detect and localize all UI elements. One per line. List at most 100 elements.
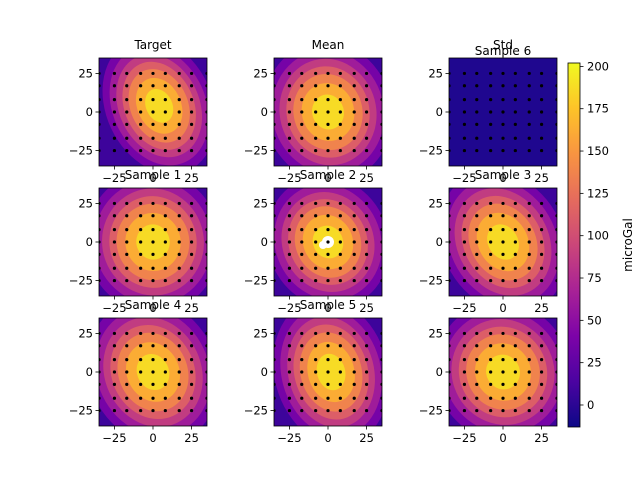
observation-point — [352, 98, 356, 102]
observation-point — [352, 396, 356, 400]
observation-point — [189, 358, 194, 362]
observation-point — [326, 122, 330, 126]
observation-point — [489, 122, 493, 126]
observation-point — [326, 98, 330, 102]
observation-point — [352, 370, 356, 374]
observation-point — [326, 266, 330, 270]
y-tick-label: −25 — [69, 404, 93, 418]
observation-point — [163, 98, 167, 102]
observation-point — [475, 278, 479, 283]
observation-point — [139, 396, 143, 400]
y-tick-label: −25 — [244, 404, 268, 418]
observation-point — [462, 110, 467, 114]
observation-point — [314, 98, 318, 102]
observation-point — [314, 228, 318, 232]
observation-point — [352, 214, 356, 218]
x-tick-label: 0 — [324, 431, 331, 445]
observation-point — [189, 148, 194, 153]
observation-point — [177, 148, 181, 153]
observation-point — [163, 84, 167, 88]
contour-field — [274, 188, 382, 296]
observation-point — [338, 71, 342, 76]
observation-point — [189, 98, 194, 102]
observation-point — [462, 331, 467, 336]
contour-level-175 — [145, 88, 174, 123]
observation-point — [112, 278, 117, 283]
observation-point — [338, 228, 342, 232]
observation-point — [513, 396, 517, 400]
observation-point — [151, 396, 155, 400]
contour-field — [99, 318, 207, 426]
observation-point — [189, 214, 194, 218]
observation-point — [338, 84, 342, 88]
colorbar-tick-label: 100 — [587, 229, 609, 243]
observation-point — [527, 136, 531, 140]
observation-point — [151, 214, 155, 218]
observation-point — [489, 201, 493, 206]
observation-point — [527, 382, 531, 386]
y-tick-label: 0 — [436, 235, 443, 249]
observation-point — [326, 240, 330, 244]
observation-point — [352, 84, 356, 88]
observation-point — [300, 98, 304, 102]
observation-point — [489, 214, 493, 218]
observation-point — [501, 266, 505, 270]
observation-point — [352, 136, 356, 140]
observation-point — [112, 331, 117, 336]
x-tick-label: −25 — [452, 301, 476, 315]
observation-point — [112, 266, 117, 270]
observation-point — [314, 136, 318, 140]
observation-point — [338, 214, 342, 218]
observation-point — [177, 252, 181, 256]
panel-1: 25 0 −25 −25 0 25 — [69, 57, 208, 185]
observation-point — [513, 278, 517, 283]
observation-point — [527, 110, 531, 114]
panel-title: Sample 5 — [300, 298, 356, 312]
observation-point — [163, 278, 167, 283]
observation-point — [513, 344, 517, 348]
observation-point — [112, 344, 117, 348]
panel-8: 25 0 −25 −25 0 25 — [244, 317, 383, 445]
observation-point — [125, 84, 129, 88]
observation-point — [539, 382, 544, 386]
observation-point — [539, 71, 544, 76]
observation-point — [177, 278, 181, 283]
observation-point — [326, 136, 330, 140]
colorbar-gradient — [567, 62, 581, 428]
observation-point — [300, 228, 304, 232]
observation-point — [139, 278, 143, 283]
observation-point — [501, 84, 505, 88]
observation-point — [326, 214, 330, 218]
observation-point — [513, 358, 517, 362]
observation-point — [475, 136, 479, 140]
observation-point — [364, 266, 369, 270]
observation-point — [151, 358, 155, 362]
observation-point — [314, 344, 318, 348]
observation-point — [352, 382, 356, 386]
observation-point — [539, 266, 544, 270]
observation-point — [539, 358, 544, 362]
observation-point — [125, 278, 129, 283]
observation-point — [462, 396, 467, 400]
observation-point — [462, 382, 467, 386]
x-tick-label: 25 — [184, 431, 199, 445]
observation-point — [462, 370, 467, 374]
observation-point — [475, 396, 479, 400]
observation-point — [314, 266, 318, 270]
observation-point — [501, 201, 505, 206]
contour-gap — [319, 241, 327, 249]
observation-point — [539, 370, 544, 374]
observation-point — [177, 122, 181, 126]
observation-point — [489, 358, 493, 362]
observation-point — [338, 382, 342, 386]
y-tick-label: −25 — [419, 404, 443, 418]
observation-point — [287, 84, 292, 88]
observation-point — [364, 214, 369, 218]
observation-point — [475, 252, 479, 256]
observation-point — [112, 122, 117, 126]
panel-title: Sample 4 — [125, 298, 181, 312]
observation-point — [177, 382, 181, 386]
observation-point — [539, 344, 544, 348]
observation-point — [287, 136, 292, 140]
observation-point — [539, 98, 544, 102]
